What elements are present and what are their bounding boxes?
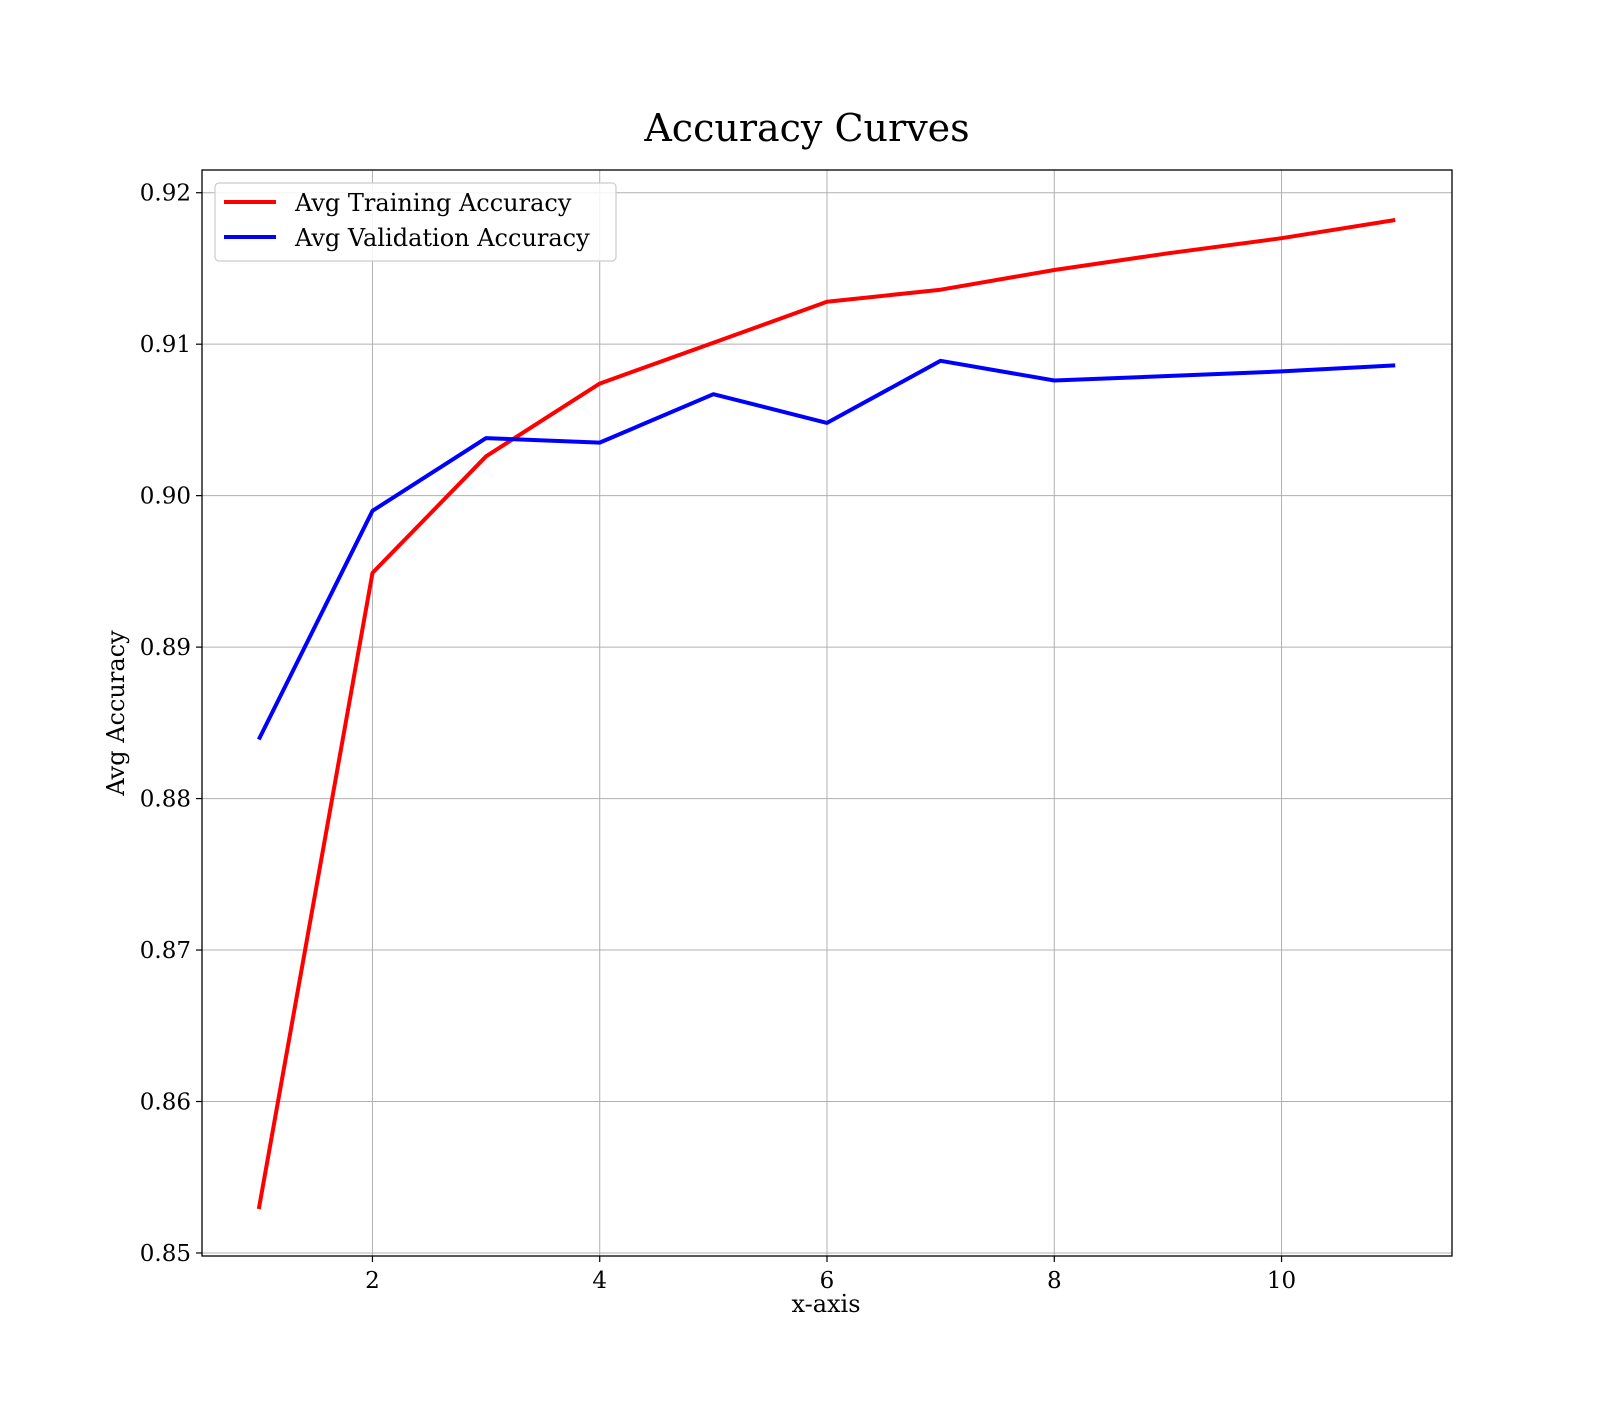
y-tick-label: 0.88	[140, 787, 191, 813]
x-tick-label: 2	[365, 1268, 380, 1294]
chart-title: Accuracy Curves	[643, 106, 969, 150]
series-lines	[256, 218, 1396, 1210]
x-axis-ticks: 2 4 6 8 10	[365, 1256, 1296, 1294]
y-tick-label: 0.86	[140, 1090, 191, 1116]
legend-box	[214, 182, 617, 262]
x-tick-label: 10	[1267, 1268, 1296, 1294]
y-axis-label: Avg Accuracy	[102, 630, 130, 797]
y-tick-label: 0.90	[140, 484, 191, 510]
x-tick-label: 6	[820, 1268, 835, 1294]
y-tick-label: 0.89	[140, 635, 191, 661]
y-tick-label: 0.92	[140, 181, 191, 207]
y-tick-label: 0.87	[140, 938, 191, 964]
legend-label-training: Avg Training Accuracy	[294, 189, 572, 217]
y-axis-ticks: 0.85 0.86 0.87 0.88 0.89 0.90 0.91 0.92	[140, 181, 202, 1267]
series-line-validation	[257, 358, 1396, 741]
legend: Avg Training Accuracy Avg Validation Acc…	[214, 182, 617, 262]
series-line-training	[256, 218, 1396, 1210]
legend-label-validation: Avg Validation Accuracy	[294, 224, 590, 252]
x-tick-label: 4	[592, 1268, 607, 1294]
x-tick-label: 8	[1047, 1268, 1062, 1294]
grid-lines	[202, 170, 1452, 1256]
x-axis-label: x-axis	[791, 1290, 860, 1318]
y-tick-label: 0.85	[140, 1241, 191, 1267]
y-tick-label: 0.91	[140, 332, 191, 358]
